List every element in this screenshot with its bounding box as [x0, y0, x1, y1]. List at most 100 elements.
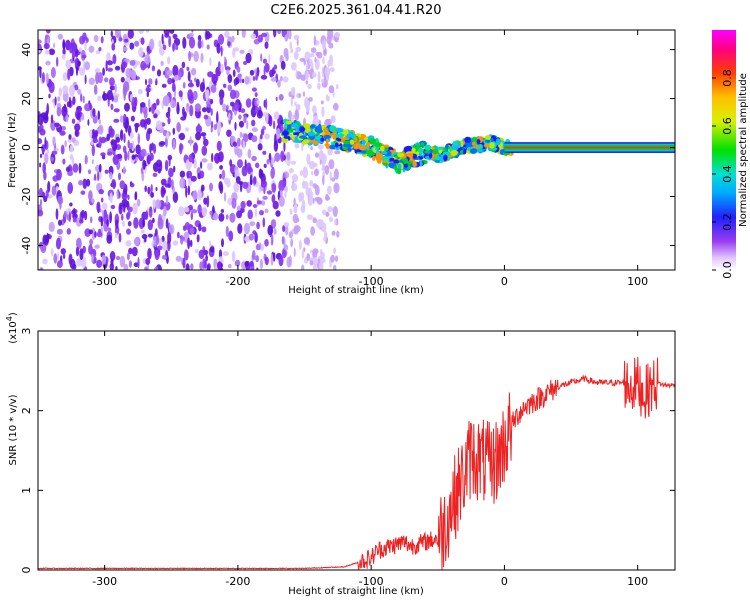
spectrogram-noise-cell	[306, 253, 311, 261]
spectrogram-noise-cell	[43, 171, 47, 181]
spectrogram-x-tick-label: -100	[359, 275, 384, 288]
spectrogram-noise-cell	[188, 204, 193, 210]
spectrogram-noise-cell	[255, 72, 259, 81]
spectrogram-noise-cell	[168, 224, 175, 235]
spectrogram-noise-cell	[110, 204, 116, 210]
spectrogram-noise-cell	[82, 178, 88, 190]
spectrogram-noise-cell	[273, 252, 276, 262]
spectrogram-noise-cell	[163, 70, 166, 76]
spectrogram-noise-cell	[146, 91, 149, 98]
spectrogram-noise-cell	[294, 143, 300, 149]
spectrogram-noise-cell	[243, 114, 247, 124]
spectrogram-noise-cell	[296, 38, 299, 46]
spectrogram-noise-cell	[87, 119, 90, 126]
spectrogram-noise-cell	[209, 240, 212, 247]
spectrogram-noise-cell	[193, 50, 199, 63]
spectrogram-noise-cell	[94, 244, 100, 249]
spectrogram-noise-cell	[285, 224, 289, 236]
spectrogram-noise-cell	[221, 169, 226, 180]
spectrogram-noise-cell	[128, 247, 133, 255]
spectrogram-ridge-cell	[419, 160, 423, 167]
spectrogram-noise-cell	[322, 209, 326, 216]
spectrogram-noise-cell	[53, 42, 56, 49]
spectrogram-noise-cell	[313, 162, 318, 168]
spectrogram-noise-cell	[165, 195, 169, 205]
spectrogram-noise-cell	[67, 182, 73, 194]
spectrogram-noise-cell	[187, 89, 194, 101]
colorbar-label: Normalized spectral amplitude	[738, 73, 749, 227]
spectrogram-noise-cell	[88, 229, 94, 235]
spectrogram-noise-cell	[301, 264, 305, 270]
spectrogram-noise-cell	[311, 171, 314, 176]
spectrogram-noise-cell	[167, 232, 172, 244]
spectrogram-noise-cell	[229, 115, 233, 121]
spectrogram-noise-cell	[109, 85, 116, 91]
spectrogram-noise-cell	[175, 255, 182, 262]
spectrogram-noise-cell	[280, 150, 285, 162]
spectrogram-noise-cell	[87, 169, 92, 174]
spectrogram-noise-cell	[254, 106, 259, 114]
spectrogram-noise-cell	[220, 63, 224, 74]
spectrogram-noise-cell	[320, 100, 324, 105]
spectrogram-noise-cell	[139, 119, 146, 128]
spectrogram-noise-cell	[229, 159, 233, 167]
spectrogram-noise-cell	[207, 71, 214, 78]
spectrogram-noise-cell	[210, 127, 213, 133]
spectrogram-noise-cell	[78, 47, 82, 53]
spectrogram-noise-cell	[44, 34, 49, 40]
spectrogram-noise-cell	[161, 33, 164, 44]
spectrogram-noise-cell	[44, 137, 47, 149]
spectrogram-noise-cell	[92, 114, 98, 124]
spectrogram-noise-cell	[95, 72, 100, 85]
snr-x-tick-label: 100	[627, 575, 648, 588]
spectrogram-noise-cell	[259, 210, 264, 216]
snr-x-tick-label: -100	[359, 575, 384, 588]
spectrogram-noise-cell	[133, 217, 139, 229]
spectrogram-noise-cell	[262, 195, 268, 200]
spectrogram-noise-cell	[325, 193, 329, 201]
spectrogram-noise-cell	[203, 197, 208, 205]
spectrogram-noise-cell	[164, 159, 169, 172]
spectrogram-noise-cell	[331, 230, 336, 236]
spectrogram-ridge-cell	[393, 165, 398, 170]
spectrogram-noise-cell	[50, 67, 56, 79]
spectrogram-noise-cell	[131, 154, 136, 160]
spectrogram-y-axis-title: Frequency (Hz)	[7, 112, 18, 188]
spectrogram-noise-cell	[291, 174, 299, 183]
spectrogram-noise-cell	[184, 127, 190, 132]
spectrogram-noise-cell	[109, 192, 113, 204]
spectrogram-noise-cell	[249, 221, 256, 227]
spectrogram-noise-cell	[209, 210, 213, 216]
spectrogram-noise-cell	[78, 162, 82, 174]
spectrogram-noise-cell	[292, 213, 299, 224]
spectrogram-noise-cell	[71, 156, 75, 165]
spectrogram-ridge-cell	[375, 147, 379, 151]
spectrogram-noise-cell	[254, 207, 257, 218]
spectrogram-noise-cell	[96, 201, 101, 213]
spectrogram-noise-cell	[200, 132, 207, 137]
spectrogram-ridge-cell	[403, 158, 409, 164]
spectrogram-noise-cell	[293, 206, 296, 213]
spectrogram-noise-cell	[72, 96, 76, 105]
spectrogram-noise-cell	[168, 167, 174, 178]
spectrogram-noise-cell	[101, 197, 104, 203]
spectrogram-noise-cell	[268, 152, 272, 161]
spectrogram-noise-cell	[308, 97, 313, 102]
spectrogram-noise-cell	[65, 166, 71, 173]
spectrogram-noise-cell	[108, 125, 113, 136]
spectrogram-noise-cell	[98, 119, 101, 124]
spectrogram-noise-cell	[84, 40, 87, 51]
spectrogram-ridge-cell	[334, 142, 339, 148]
spectrogram-noise-cell	[253, 176, 257, 185]
spectrogram-noise-cell	[80, 210, 86, 218]
spectrogram-noise-cell	[158, 40, 162, 48]
spectrogram-noise-cell	[322, 175, 325, 186]
spectrogram-noise-cell	[38, 138, 43, 145]
spectrogram-ridge-cell	[329, 144, 337, 150]
spectrogram-noise-cell	[197, 35, 202, 41]
spectrogram-noise-cell	[307, 83, 312, 90]
spectrogram-noise-cell	[266, 158, 270, 165]
spectrogram-noise-cell	[264, 208, 269, 214]
spectrogram-noise-cell	[291, 86, 296, 96]
spectrogram-ridge-cell	[464, 136, 472, 143]
